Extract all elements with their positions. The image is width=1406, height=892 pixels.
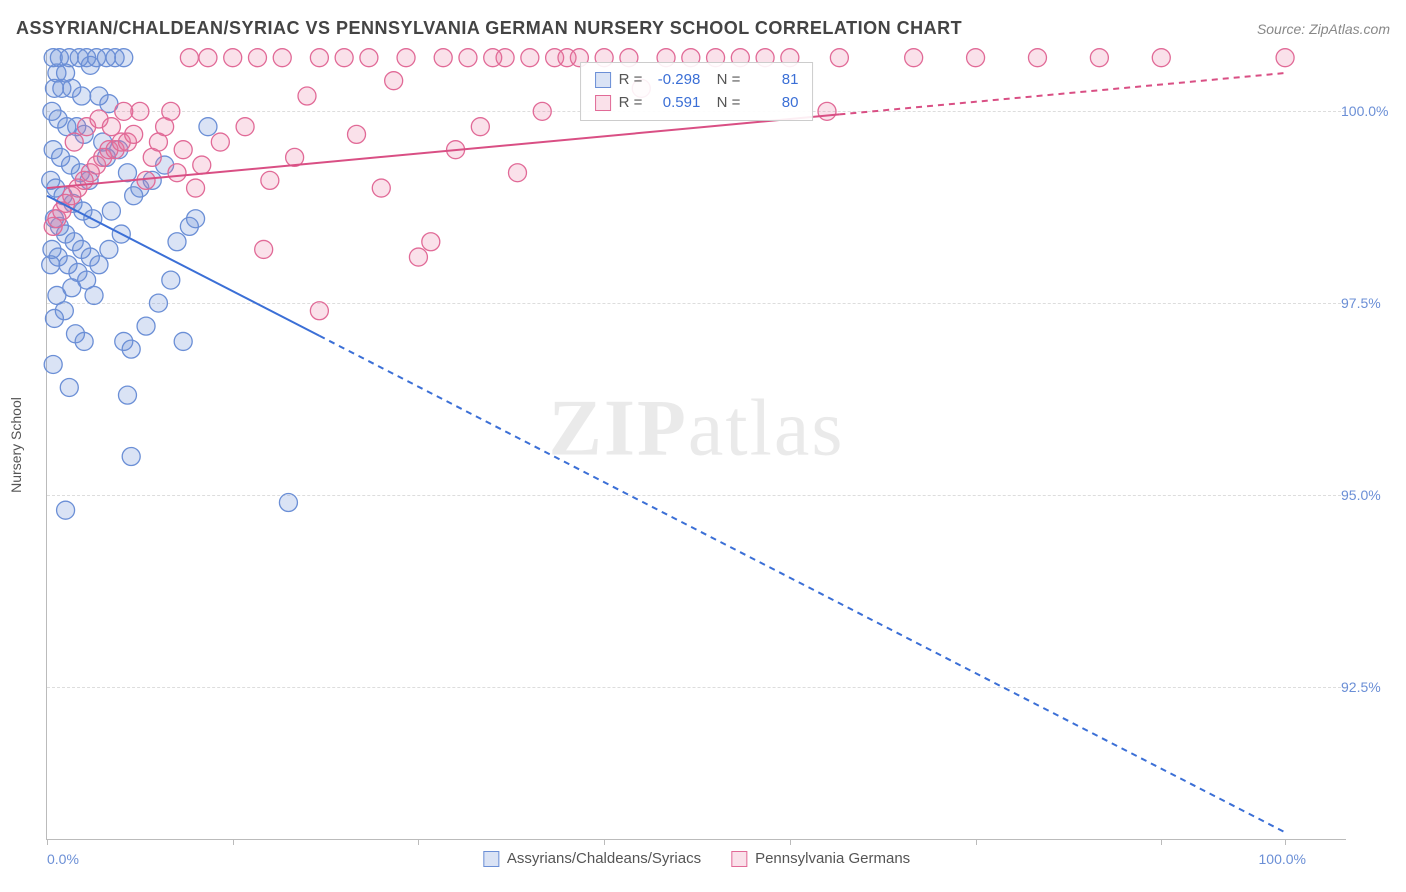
plot-container: Nursery School 100.0%97.5%95.0%92.5% ZIP… <box>46 50 1386 840</box>
stats-row-series-1: R =-0.298 N =81 <box>595 69 799 92</box>
stats-legend-box: R =-0.298 N =81 R =0.591 N =80 <box>580 62 814 121</box>
legend-item-2: Pennsylvania Germans <box>731 850 910 867</box>
y-tick-label: 97.5% <box>1341 295 1396 311</box>
legend-item-1: Assyrians/Chaldeans/Syriacs <box>483 850 701 867</box>
legend-swatch-1 <box>483 851 499 867</box>
legend-swatch-2 <box>731 851 747 867</box>
legend-label-2: Pennsylvania Germans <box>755 850 910 867</box>
y-axis-label: Nursery School <box>8 397 24 493</box>
y-tick-label: 95.0% <box>1341 487 1396 503</box>
chart-svg <box>47 50 1347 840</box>
chart-source: Source: ZipAtlas.com <box>1257 21 1390 37</box>
y-tick-label: 100.0% <box>1341 103 1396 119</box>
y-tick-label: 92.5% <box>1341 679 1396 695</box>
x-axis-min-label: 0.0% <box>47 851 79 867</box>
legend-label-1: Assyrians/Chaldeans/Syriacs <box>507 850 701 867</box>
chart-title: ASSYRIAN/CHALDEAN/SYRIAC VS PENNSYLVANIA… <box>16 18 962 39</box>
plot-area: 100.0%97.5%95.0%92.5% ZIPatlas R =-0.298… <box>46 50 1346 840</box>
swatch-series-2 <box>595 95 611 111</box>
x-axis-max-label: 100.0% <box>1259 851 1306 867</box>
stats-row-series-2: R =0.591 N =80 <box>595 92 799 115</box>
bottom-legend: Assyrians/Chaldeans/Syriacs Pennsylvania… <box>483 850 910 867</box>
swatch-series-1 <box>595 72 611 88</box>
